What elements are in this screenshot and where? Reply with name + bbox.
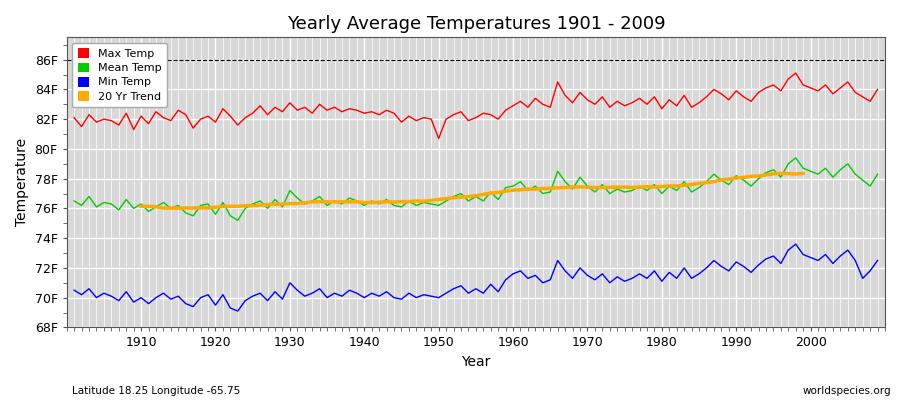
- Text: Latitude 18.25 Longitude -65.75: Latitude 18.25 Longitude -65.75: [72, 386, 240, 396]
- Legend: Max Temp, Mean Temp, Min Temp, 20 Yr Trend: Max Temp, Mean Temp, Min Temp, 20 Yr Tre…: [72, 43, 167, 107]
- X-axis label: Year: Year: [461, 355, 491, 369]
- Title: Yearly Average Temperatures 1901 - 2009: Yearly Average Temperatures 1901 - 2009: [286, 15, 665, 33]
- Text: worldspecies.org: worldspecies.org: [803, 386, 891, 396]
- Y-axis label: Temperature: Temperature: [15, 138, 29, 226]
